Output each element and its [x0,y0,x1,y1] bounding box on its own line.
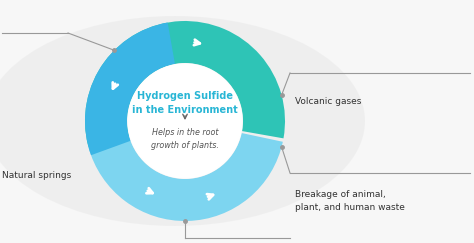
Wedge shape [89,133,283,221]
Text: Natural springs: Natural springs [2,171,71,180]
Wedge shape [85,23,175,155]
Ellipse shape [0,16,365,226]
Circle shape [128,64,242,178]
Text: Helps in the root
growth of plants.: Helps in the root growth of plants. [151,128,219,150]
Text: Hydrogen Sulfide
in the Environment: Hydrogen Sulfide in the Environment [132,91,238,115]
Text: Volcanic gases: Volcanic gases [295,96,361,105]
Wedge shape [85,21,285,147]
Text: Breakage of animal,
plant, and human waste: Breakage of animal, plant, and human was… [295,190,405,212]
